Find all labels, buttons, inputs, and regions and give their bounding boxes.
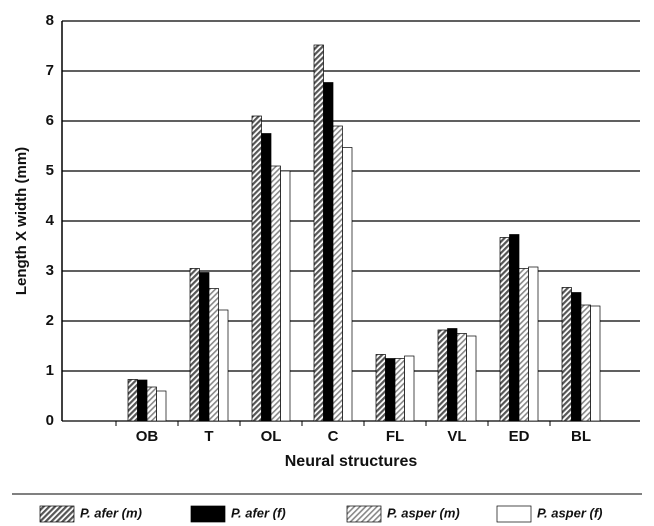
bar	[466, 335, 477, 422]
legend-label: P. asper (f)	[537, 505, 603, 520]
legend-swatch	[39, 505, 75, 523]
y-tick-label: 0	[46, 412, 54, 429]
bar	[518, 268, 529, 422]
bar	[313, 44, 324, 422]
y-tick-label: 2	[46, 312, 54, 329]
x-tick-label: BL	[571, 428, 591, 445]
x-tick-label: FL	[386, 428, 404, 445]
bar	[208, 288, 219, 422]
legend-label: P. afer (f)	[231, 505, 286, 520]
legend-label: P. asper (m)	[387, 505, 460, 520]
bar	[251, 115, 262, 422]
bar	[447, 328, 458, 422]
x-tick-label: OB	[136, 428, 159, 445]
bar	[332, 125, 343, 422]
bar	[499, 237, 510, 422]
y-tick-label: 5	[46, 162, 54, 179]
x-tick-label: OL	[261, 428, 282, 445]
x-tick-label: ED	[509, 428, 530, 445]
legend-label: P. afer (m)	[80, 505, 142, 520]
bar	[280, 170, 291, 422]
bar	[375, 354, 386, 422]
bar	[342, 147, 353, 422]
bar	[509, 234, 520, 422]
bar	[456, 333, 467, 422]
bar	[385, 358, 396, 422]
bar	[137, 379, 148, 422]
y-tick-label: 1	[46, 362, 54, 379]
x-tick-label: T	[204, 428, 213, 445]
y-tick-label: 4	[46, 212, 55, 229]
y-tick-label: 7	[46, 62, 54, 79]
y-tick-label: 8	[46, 12, 54, 29]
bar	[261, 133, 272, 422]
y-tick-label: 3	[46, 262, 54, 279]
y-axis-label: Length X width (mm)	[13, 147, 30, 295]
bar	[323, 82, 334, 422]
x-tick-label: VL	[447, 428, 466, 445]
x-tick-label: C	[328, 428, 339, 445]
y-tick-label: 6	[46, 112, 54, 129]
bar	[394, 358, 405, 422]
bar	[218, 309, 229, 422]
legend-swatch	[496, 505, 532, 523]
bar	[590, 305, 601, 422]
bar	[571, 292, 582, 422]
bar	[404, 355, 415, 422]
bar	[561, 287, 572, 422]
legend-swatch	[190, 505, 226, 523]
bar	[127, 379, 138, 422]
bar	[189, 268, 200, 422]
bar	[528, 266, 539, 422]
bar	[437, 329, 448, 422]
bar	[199, 272, 210, 422]
bar	[580, 304, 591, 422]
bar	[270, 165, 281, 422]
legend-swatch	[346, 505, 382, 523]
bar	[146, 386, 157, 422]
bar	[156, 390, 167, 422]
x-axis-label: Neural structures	[285, 453, 418, 470]
